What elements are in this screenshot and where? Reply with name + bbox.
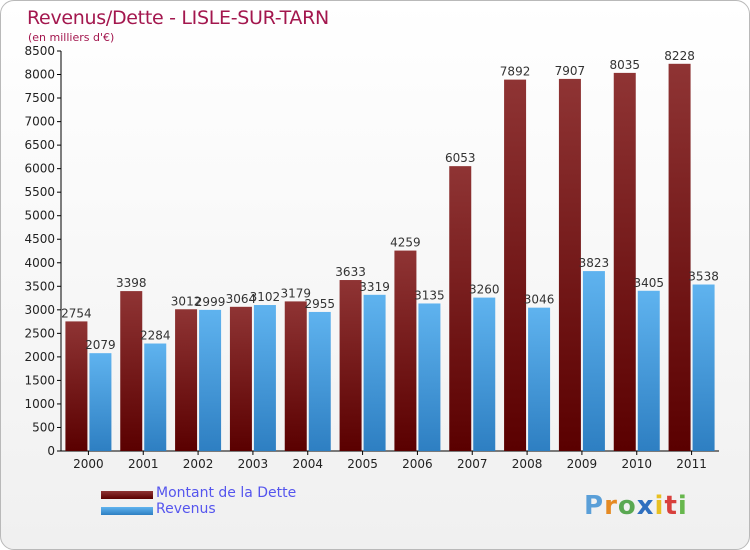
legend-swatch-debt (101, 491, 153, 499)
y-tick-label: 6500 (24, 138, 55, 152)
data-label-revenue: 3319 (359, 280, 390, 294)
legend-swatch-revenue (101, 507, 153, 515)
data-label-revenue: 3823 (579, 256, 610, 270)
bar-debt (175, 309, 198, 451)
bar-revenue (308, 311, 331, 451)
data-label-revenue: 2999 (195, 295, 226, 309)
bar-revenue (582, 271, 605, 451)
y-tick-label: 5000 (24, 209, 55, 223)
x-tick-label: 2005 (347, 457, 378, 471)
y-tick-label: 4000 (24, 256, 55, 270)
data-label-debt: 8228 (664, 49, 695, 63)
y-tick-label: 5500 (24, 185, 55, 199)
y-tick-label: 3500 (24, 279, 55, 293)
bar-revenue (144, 343, 167, 451)
data-label-debt: 2754 (61, 306, 92, 320)
y-tick-label: 3000 (24, 303, 55, 317)
bars (65, 63, 715, 452)
y-tick-label: 0 (47, 444, 55, 458)
bar-revenue (418, 303, 441, 451)
legend-label-revenue: Revenus (156, 501, 216, 517)
data-label-revenue: 3135 (414, 288, 445, 302)
bar-debt (284, 301, 307, 451)
bar-debt (668, 63, 691, 452)
y-tick-label: 1500 (24, 373, 55, 387)
x-tick-label: 2007 (457, 457, 488, 471)
bar-debt (394, 250, 417, 451)
y-tick-label: 4500 (24, 232, 55, 246)
data-label-debt: 8035 (609, 58, 640, 72)
x-tick-label: 2009 (567, 457, 598, 471)
bar-debt (120, 291, 143, 451)
x-tick-label: 2010 (621, 457, 652, 471)
bar-revenue (692, 284, 715, 451)
data-label-revenue: 3046 (524, 293, 555, 307)
bar-revenue (199, 309, 222, 451)
bar-debt (229, 306, 252, 451)
x-tick-label: 2000 (73, 457, 104, 471)
data-label-debt: 3179 (280, 286, 311, 300)
y-tick-label: 2500 (24, 326, 55, 340)
bar-revenue (473, 297, 496, 451)
proxiti-logo: Proxiti (584, 491, 688, 521)
y-tick-label: 8000 (24, 68, 55, 82)
axes: 0 500 1000 1500 2000 2500 3000 3500 4000 4500 5000… (24, 44, 719, 471)
bar-debt (504, 79, 527, 452)
data-label-debt: 7907 (555, 64, 586, 78)
bar-debt (558, 78, 581, 451)
x-tick-label: 2004 (292, 457, 323, 471)
data-label-revenue: 3405 (633, 276, 664, 290)
bar-revenue (528, 307, 551, 451)
data-label-revenue: 3102 (250, 290, 281, 304)
data-label-revenue: 2079 (85, 338, 116, 352)
bar-debt (339, 280, 362, 451)
y-tick-label: 1000 (24, 397, 55, 411)
y-tick-label: 500 (32, 420, 55, 434)
chart-title: Revenus/Dette - LISLE-SUR-TARN (27, 7, 329, 29)
legend-label-debt: Montant de la Dette (156, 485, 297, 501)
y-tick-label: 7500 (24, 91, 55, 105)
data-label-debt: 6053 (445, 151, 476, 165)
data-label-debt: 3398 (116, 276, 147, 290)
data-label-revenue: 3260 (469, 283, 500, 297)
y-tick-label: 7000 (24, 115, 55, 129)
data-label-debt: 3633 (335, 265, 366, 279)
x-tick-label: 2008 (512, 457, 543, 471)
bar-revenue (363, 294, 386, 451)
bar-revenue (89, 353, 112, 451)
bar-revenue (637, 290, 660, 451)
x-tick-label: 2001 (128, 457, 159, 471)
data-label-revenue: 3538 (688, 270, 719, 284)
x-tick-label: 2002 (183, 457, 214, 471)
data-label-debt: 3064 (226, 292, 257, 306)
bar-debt (449, 166, 472, 451)
data-label-debt: 7892 (500, 65, 531, 79)
data-label-debt: 4259 (390, 236, 421, 250)
y-tick-label: 2000 (24, 350, 55, 364)
data-label-revenue: 2955 (304, 297, 335, 311)
data-label-debt: 3012 (171, 294, 202, 308)
bar-debt (613, 72, 636, 451)
x-tick-label: 2011 (676, 457, 707, 471)
bar-debt (65, 321, 88, 451)
data-label-revenue: 2284 (140, 329, 171, 343)
y-tick-label: 8500 (24, 44, 55, 58)
chart-subtitle: (en milliers d'€) (28, 31, 115, 44)
bar-revenue (253, 305, 276, 451)
x-tick-label: 2003 (238, 457, 269, 471)
y-tick-label: 6000 (24, 162, 55, 176)
x-tick-label: 2006 (402, 457, 433, 471)
